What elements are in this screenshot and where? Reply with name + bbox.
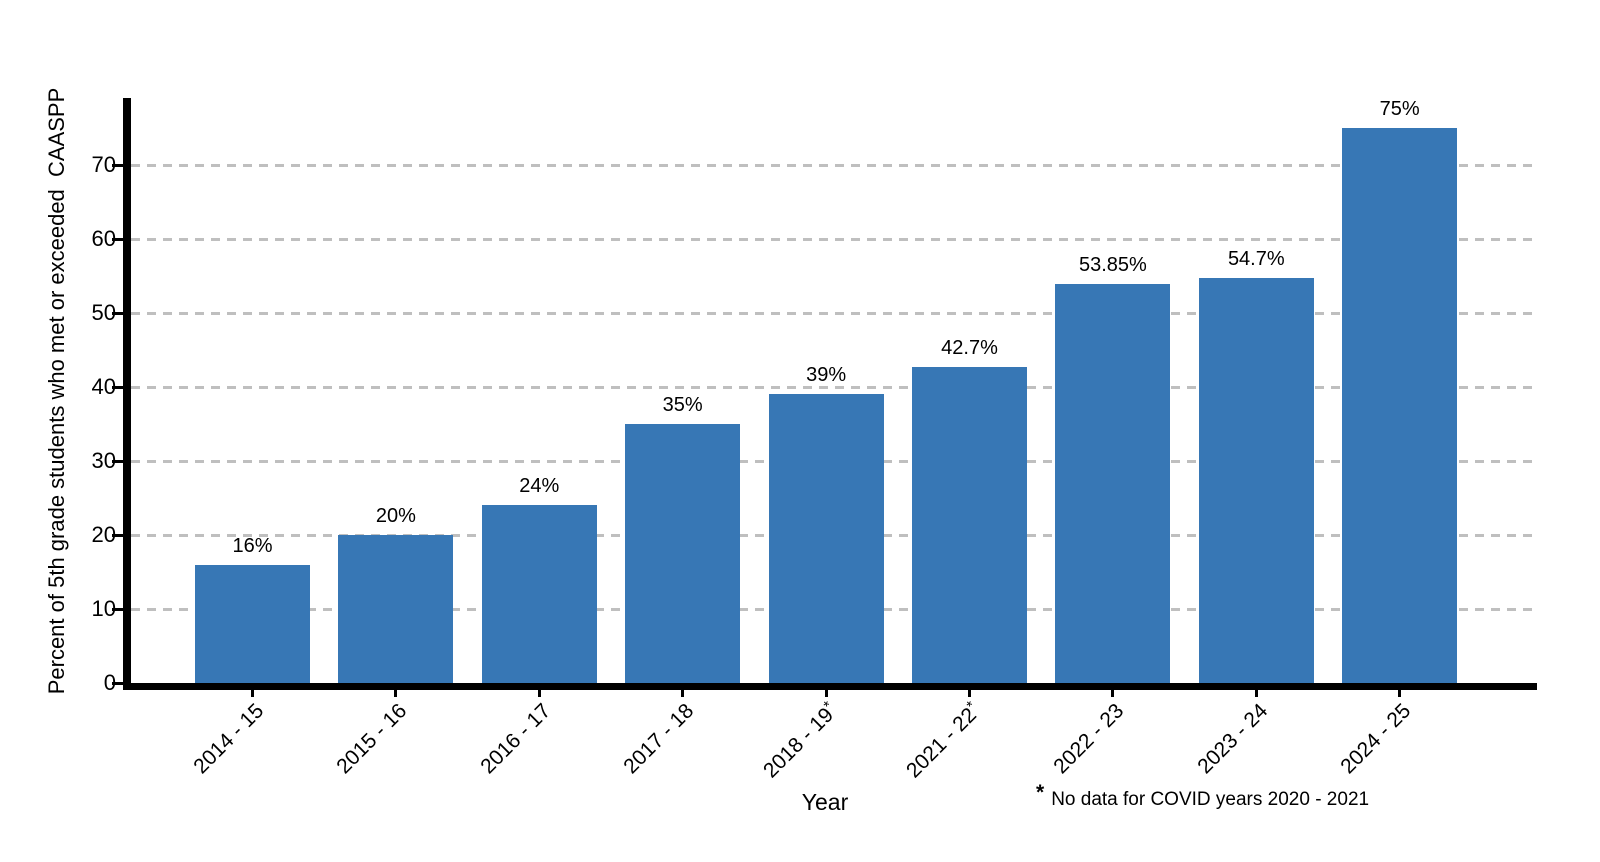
x-tick-mark <box>394 690 398 697</box>
bar-value-label: 20% <box>375 504 416 527</box>
y-tick-label-60: 60 <box>91 225 116 251</box>
gridline-60 <box>131 237 1535 241</box>
y-tick-mark-0 <box>112 682 123 685</box>
x-tick-mark <box>1111 690 1115 697</box>
x-tick-mark <box>251 690 254 697</box>
x-tick-mark <box>1254 690 1258 697</box>
y-tick-mark-10 <box>112 607 123 611</box>
y-tick-mark-70 <box>112 163 123 167</box>
x-tick-mark <box>1398 690 1402 697</box>
bar-2015 - 16 <box>338 534 454 683</box>
y-tick-mark-30 <box>112 459 123 463</box>
bar-2014 - 15 <box>195 564 310 683</box>
x-tick-mark <box>537 690 541 697</box>
bar-value-label: 39% <box>806 364 847 387</box>
y-tick-label-10: 10 <box>91 595 116 621</box>
footnote-text: No data for COVID years 2020 - 2021 <box>1051 789 1370 810</box>
y-tick-mark-40 <box>112 385 123 389</box>
y-tick-mark-60 <box>112 237 123 241</box>
footnote-asterisk: * <box>1036 781 1045 804</box>
bar-value-label: 42.7% <box>941 336 998 359</box>
gridline-50 <box>131 311 1535 315</box>
bar-2017 - 18 <box>625 423 741 683</box>
x-tick-mark <box>824 690 828 697</box>
bar-2024 - 25 <box>1342 127 1458 683</box>
y-tick-label-50: 50 <box>91 299 116 325</box>
bar-value-label: 35% <box>662 393 703 416</box>
bar-2022 - 23 <box>1055 284 1171 683</box>
bar-value-label: 54.7% <box>1227 247 1285 270</box>
y-tick-label-30: 30 <box>91 447 116 473</box>
bar-value-label: 53.85% <box>1078 254 1147 277</box>
y-axis-spine <box>123 98 131 690</box>
bar-value-label: 16% <box>232 534 273 557</box>
x-axis-spine <box>123 683 1537 690</box>
footnote: * No data for COVID years 2020 - 2021 <box>1036 782 1370 811</box>
y-tick-label-0: 0 <box>103 670 116 695</box>
bar-value-label: 24% <box>519 475 560 498</box>
y-tick-mark-50 <box>112 311 123 315</box>
y-tick-label-20: 20 <box>91 521 116 547</box>
y-tick-label-40: 40 <box>91 373 116 399</box>
bar-2018 - 19* <box>768 394 884 683</box>
gridline-40 <box>131 385 1535 389</box>
y-axis-title-text: Percent of 5th grade students who met or… <box>44 87 69 695</box>
x-tick-mark <box>681 690 685 697</box>
x-axis-title: Year <box>801 789 849 815</box>
gridline-70 <box>131 163 1535 167</box>
bar-2021 - 22* <box>912 366 1027 683</box>
bar-value-label: 75% <box>1379 97 1420 120</box>
x-tick-mark <box>968 690 971 697</box>
bar-2023 - 24 <box>1198 277 1314 683</box>
plot-area: 16% 20% 24% 35% 39% 42.7% 53.85% 54.7% 75% <box>131 98 1535 683</box>
bar-2016 - 17 <box>481 505 597 683</box>
y-tick-label-70: 70 <box>91 151 116 177</box>
y-tick-mark-20 <box>112 533 123 537</box>
